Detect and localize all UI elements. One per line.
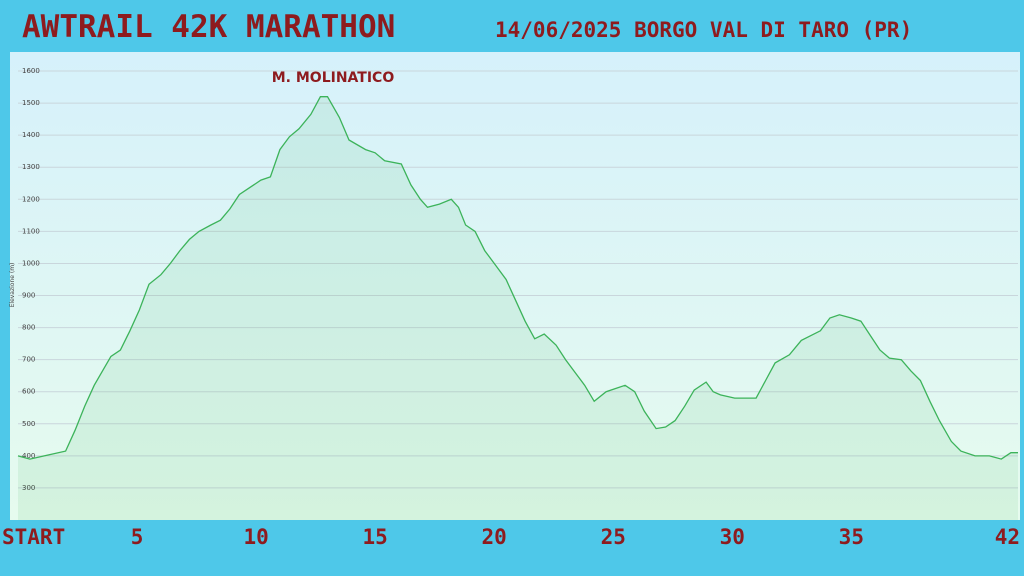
y-tick-label: 1300	[22, 163, 40, 171]
x-tick-label: 25	[601, 525, 626, 549]
y-tick-label: 1600	[22, 67, 40, 75]
x-tick-label: START	[2, 525, 65, 549]
y-tick-label: 500	[22, 420, 35, 428]
annotation: M. MOLINATICO	[272, 70, 395, 86]
y-axis-label: Elevazione (m)	[9, 263, 16, 308]
y-tick-label: 1200	[22, 195, 40, 203]
y-tick-label: 900	[22, 292, 35, 300]
x-tick-label: 10	[243, 525, 268, 549]
x-tick-label: 20	[482, 525, 507, 549]
plot-area	[10, 52, 1020, 520]
y-tick-label: 1100	[22, 227, 40, 235]
y-tick-label: 600	[22, 388, 35, 396]
y-tick-label: 700	[22, 356, 35, 364]
y-tick-label: 300	[22, 484, 35, 492]
x-tick-label: 30	[720, 525, 745, 549]
y-tick-label: 1000	[22, 259, 40, 267]
y-tick-label: 1500	[22, 99, 40, 107]
x-tick-label: 5	[131, 525, 144, 549]
y-tick-label: 1400	[22, 131, 40, 139]
y-tick-label: 400	[22, 452, 35, 460]
chart-subtitle: 14/06/2025 BORGO VAL DI TARO (PR)	[495, 18, 912, 42]
elevation-line	[17, 96, 1018, 460]
x-tick-label: 42	[995, 525, 1020, 549]
x-tick-label: 35	[839, 525, 864, 549]
area-fill	[18, 96, 1018, 520]
title-band	[0, 0, 1024, 48]
x-tick-label: 15	[362, 525, 387, 549]
chart-title: AWTRAIL 42K MARATHON	[22, 9, 395, 45]
y-tick-label: 800	[22, 324, 35, 332]
